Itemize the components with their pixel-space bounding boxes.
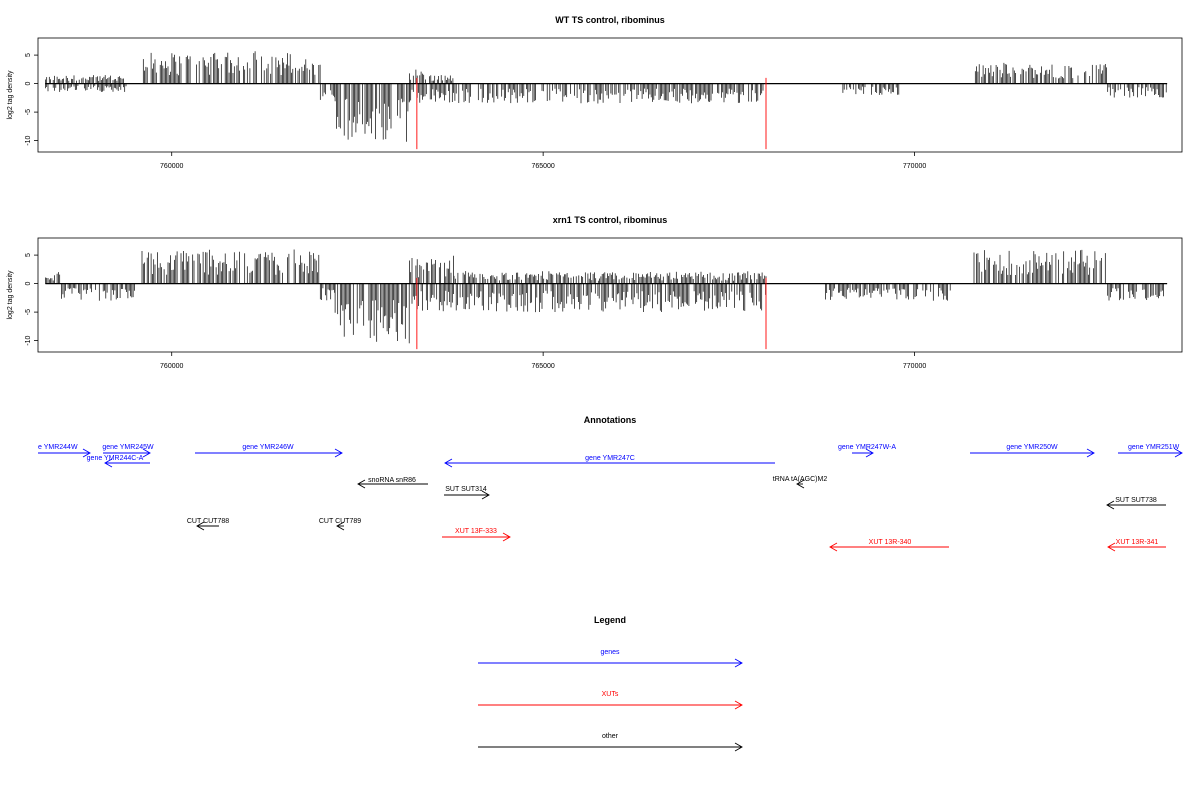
annotations-title: Annotations [584, 415, 637, 425]
y-axis-label: log2 tag density [7, 270, 14, 320]
x-tick-label: 770000 [903, 163, 926, 170]
feature-arrow [195, 448, 343, 458]
annotation-features: e YMR244W gene YMR245W gene YMR244C-A gene … [38, 444, 1183, 552]
panel2-plot: -10 -5 0 5 log2 tag density 760000 765000 77000… [7, 237, 1183, 370]
feature-arrow [444, 458, 775, 468]
x-tick-label: 760000 [160, 163, 183, 170]
plot-frame [37, 37, 1183, 153]
feature-arrow [796, 479, 805, 489]
feature-arrow [442, 532, 511, 542]
feature-label: gene YMR251W [1128, 444, 1180, 451]
feature-label: gene YMR250W [1006, 444, 1058, 451]
legend: genes XUTs other [478, 649, 743, 752]
y-tick-label: -5 [25, 309, 32, 315]
y-tick-label: -5 [25, 109, 32, 115]
panel1-plot: -10 -5 0 5 log2 tag density 760000 765000 77000… [7, 37, 1183, 170]
y-tick-label: 5 [25, 253, 32, 257]
feature-label: SUT SUT314 [445, 486, 487, 493]
legend-label: genes [600, 649, 620, 656]
feature-arrow [970, 448, 1095, 458]
y-tick-label: 5 [25, 53, 32, 57]
feature-arrow [336, 521, 345, 531]
y-tick-label: -10 [25, 335, 32, 345]
panel2-title: xrn1 TS control, ribominus [553, 215, 668, 225]
feature-label: XUT 13F-333 [455, 528, 497, 535]
feature-arrow [444, 490, 490, 500]
feature-arrow [104, 458, 150, 468]
feature-label: CUT CUT788 [187, 518, 229, 525]
feature-label: gene YMR245W [102, 444, 154, 451]
feature-label: XUT 13R-340 [869, 539, 912, 546]
legend-title: Legend [594, 615, 626, 625]
feature-arrow [1106, 500, 1166, 510]
legend-label: XUTs [602, 691, 619, 698]
x-tick-label: 770000 [903, 363, 926, 370]
feature-label: gene YMR244C-A [87, 455, 144, 462]
feature-arrow [852, 448, 874, 458]
feature-label: CUT CUT789 [319, 518, 361, 525]
feature-label: XUT 13R-341 [1116, 539, 1159, 546]
feature-label: SUT SUT738 [1115, 497, 1157, 504]
feature-label: tRNA tA(AGC)M2 [773, 476, 828, 483]
y-axis-label: log2 tag density [7, 70, 14, 120]
feature-arrow [1118, 448, 1183, 458]
feature-arrow [196, 521, 219, 531]
panel1-title: WT TS control, ribominus [555, 15, 665, 25]
legend-label: other [602, 733, 619, 740]
x-tick-label: 765000 [531, 363, 554, 370]
legend-arrow [478, 700, 743, 710]
legend-arrow [478, 658, 743, 668]
feature-label: snoRNA snR86 [368, 477, 416, 484]
feature-label: gene YMR247W-A [838, 444, 896, 451]
legend-arrow [478, 742, 743, 752]
y-tick-label: 0 [25, 282, 32, 286]
feature-label: gene YMR246W [242, 444, 294, 451]
plot-frame [37, 237, 1183, 353]
x-tick-label: 765000 [531, 163, 554, 170]
feature-arrow [829, 542, 949, 552]
feature-label: e YMR244W [38, 444, 78, 451]
x-tick-label: 760000 [160, 363, 183, 370]
feature-label: gene YMR247C [585, 455, 635, 462]
density-bars [45, 51, 1167, 142]
feature-arrow [357, 479, 428, 489]
feature-arrow [1107, 542, 1166, 552]
y-tick-label: 0 [25, 82, 32, 86]
feature-arrow [38, 448, 91, 458]
y-tick-label: -10 [25, 135, 32, 145]
feature-arrow [103, 448, 151, 458]
density-bars [45, 249, 1164, 344]
